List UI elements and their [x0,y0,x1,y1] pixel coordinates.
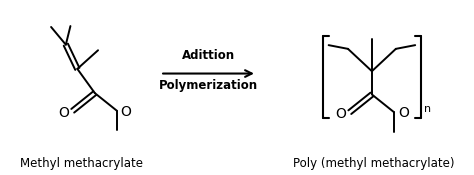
Text: Methyl methacrylate: Methyl methacrylate [20,157,144,170]
Text: Adittion: Adittion [182,49,235,62]
Text: Polymerization: Polymerization [159,79,258,92]
Text: Poly (methyl methacrylate): Poly (methyl methacrylate) [293,157,455,170]
Text: O: O [335,107,346,121]
Text: O: O [58,106,69,120]
Text: O: O [398,106,409,120]
Text: n: n [424,104,431,114]
Text: O: O [121,105,132,119]
